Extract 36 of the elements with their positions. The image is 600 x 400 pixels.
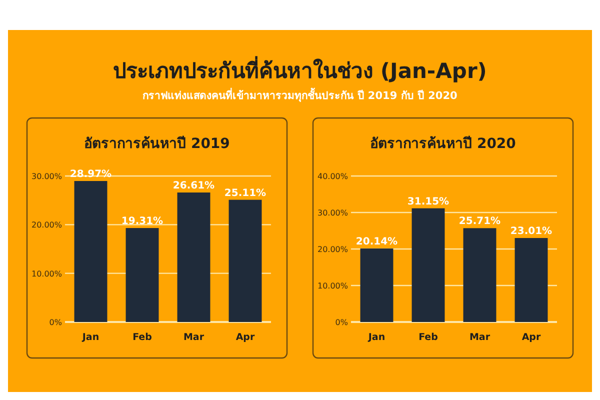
bar bbox=[360, 248, 394, 322]
y-tick-label: 10.00% bbox=[31, 269, 62, 278]
data-label: 20.14% bbox=[356, 236, 398, 248]
x-tick-label: Feb bbox=[132, 332, 152, 343]
y-tick-label: 0% bbox=[335, 318, 348, 327]
bar bbox=[74, 181, 108, 322]
x-tick-label: Feb bbox=[418, 332, 438, 343]
chart-title: อัตราการค้นหาปี 2020 bbox=[370, 136, 516, 152]
bar bbox=[228, 200, 262, 322]
bar bbox=[514, 238, 548, 322]
y-tick-label: 30.00% bbox=[317, 208, 348, 218]
data-label: 25.71% bbox=[458, 216, 501, 228]
bar bbox=[463, 228, 496, 322]
x-tick-label: Apr bbox=[236, 332, 255, 343]
bar bbox=[126, 228, 159, 322]
y-tick-label: 40.00% bbox=[317, 172, 348, 181]
y-tick-label: 0% bbox=[49, 318, 62, 327]
data-label: 26.61% bbox=[172, 180, 215, 192]
data-label: 23.01% bbox=[510, 226, 552, 238]
x-tick-label: Jan bbox=[81, 332, 100, 343]
y-tick-label: 20.00% bbox=[31, 220, 62, 230]
bar bbox=[177, 192, 210, 322]
bar bbox=[412, 208, 445, 322]
text: กราฟแท่งแสดงคนที่เข้ามาหารวมทุกชั้นประกัน ปี 2019 กับ ปี 2020 bbox=[142, 87, 458, 103]
data-label: 25.11% bbox=[224, 188, 266, 199]
data-label: 31.15% bbox=[407, 196, 450, 208]
x-tick-label: Mar bbox=[183, 332, 204, 343]
y-tick-label: 20.00% bbox=[317, 245, 348, 254]
x-tick-label: Apr bbox=[522, 332, 541, 343]
text: ประเภทประกันที่ค้นหาในช่วง (Jan-Apr) bbox=[113, 55, 487, 83]
y-tick-label: 30.00% bbox=[31, 172, 62, 181]
data-label: 19.31% bbox=[121, 216, 164, 228]
x-tick-label: Mar bbox=[469, 332, 490, 343]
chart-title: อัตราการค้นหาปี 2019 bbox=[84, 136, 230, 152]
x-tick-label: Jan bbox=[367, 332, 386, 343]
y-tick-label: 10.00% bbox=[317, 282, 348, 290]
